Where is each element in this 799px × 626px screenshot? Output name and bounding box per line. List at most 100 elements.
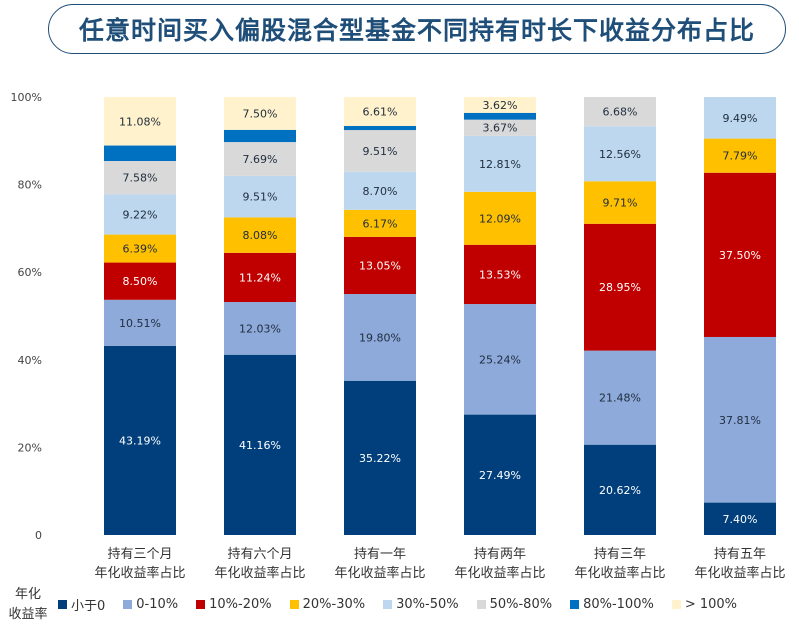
data-label: 6.61% [363, 105, 398, 118]
bar-segment [464, 191, 536, 245]
bar-segment [584, 223, 656, 351]
stacked-bar-chart: 0 20% 40% 60% 80% 100% 43.19% 10.51% 8.50% 6.39% 9… [11, 91, 786, 581]
bar-segment [224, 217, 296, 253]
bar-segment [704, 502, 776, 535]
bar-segment [104, 262, 176, 300]
bar-segment [464, 112, 536, 120]
legend-swatch [123, 600, 133, 609]
y-tick-label: 0 [35, 529, 42, 542]
y-tick-label: 100% [11, 91, 42, 104]
bar-segment [344, 97, 416, 126]
legend-label: 10%-20% [209, 597, 272, 612]
bar-segment [464, 304, 536, 415]
data-label: 37.50% [719, 249, 761, 262]
data-label: 27.49% [479, 469, 521, 482]
bar-segment [224, 175, 296, 218]
data-label: 41.16% [239, 439, 281, 452]
y-tick-label: 80% [18, 179, 42, 192]
legend-item: 50%-80% [476, 595, 552, 614]
legend-item: 0-10% [123, 595, 178, 614]
bar-segment [104, 97, 176, 146]
data-label: 8.70% [363, 185, 398, 198]
x-tick-label: 持有一年 [354, 547, 406, 562]
x-tick-label: 持有三年 [594, 547, 646, 562]
x-tick-label: 年化收益率占比 [94, 565, 185, 581]
legend-item: 20%-30% [289, 595, 366, 614]
x-tick-label: 持有三个月 [107, 547, 172, 562]
data-label: 9.51% [243, 191, 278, 204]
data-label: 3.62% [483, 99, 518, 112]
x-tick-label: 持有两年 [474, 547, 526, 562]
bar-segment [104, 145, 176, 161]
data-label: 21.48% [599, 392, 641, 405]
bar-segment [224, 354, 296, 535]
bar-segment [224, 97, 296, 130]
data-label: 28.95% [599, 281, 641, 294]
data-label: 9.51% [363, 145, 398, 158]
data-label: 6.68% [603, 106, 638, 119]
data-label: 20.62% [599, 484, 641, 497]
bar-segment [344, 130, 416, 172]
legend-item: > 100% [671, 595, 737, 614]
legend-swatch [671, 600, 681, 609]
legend-label: 20%-30% [302, 597, 366, 612]
bar-segment [464, 135, 536, 192]
y-tick-label: 20% [18, 441, 42, 454]
legend-item: 10%-20% [196, 595, 272, 614]
bar-segment [584, 350, 656, 445]
title-box: 任意时间买入偏股混合型基金不同持有时长下收益分布占比 [48, 4, 786, 54]
data-label: 8.08% [243, 229, 278, 242]
x-tick-label: 年化收益率占比 [574, 565, 665, 581]
bar-segment [104, 160, 176, 195]
bar-segment [224, 252, 296, 303]
bar-segment [344, 380, 416, 535]
data-label: 10.51% [119, 317, 161, 330]
data-label: 11.24% [239, 271, 281, 284]
legend: 年化 收益率 小于0 0-10% 10%-20% 20%-30% 30%-50% 50%-… [0, 585, 799, 625]
data-label: 19.80% [359, 331, 401, 344]
y-tick-label: 60% [18, 266, 42, 279]
bar-segment [344, 125, 416, 131]
legend-swatch [383, 600, 393, 609]
legend-label: 80%-100% [583, 597, 654, 612]
bar-segment [464, 119, 536, 136]
data-label: 12.56% [599, 148, 641, 161]
bar-segment [104, 299, 176, 346]
x-tick-label: 持有六个月 [227, 547, 292, 562]
legend-items: 小于0 0-10% 10%-20% 20%-30% 30%-50% 50%-80% 80%-… [58, 595, 755, 614]
chart-title: 任意时间买入偏股混合型基金不同持有时长下收益分布占比 [78, 16, 755, 45]
y-tick-label: 40% [18, 354, 42, 367]
bar-segment [464, 97, 536, 113]
legend-label: 小于0 [71, 599, 106, 614]
data-label: 6.17% [363, 217, 398, 230]
x-tick-label: 年化收益率占比 [454, 565, 545, 581]
bar-segment [584, 126, 656, 182]
bar-segment [104, 234, 176, 263]
data-label: 9.71% [603, 197, 638, 210]
data-label: 25.24% [479, 353, 521, 366]
bar-segment [104, 194, 176, 235]
bar-segment [704, 172, 776, 337]
data-label: 43.19% [119, 434, 161, 447]
bar-segment [464, 244, 536, 305]
data-label: 13.53% [479, 268, 521, 281]
data-label: 3.67% [483, 122, 518, 135]
legend-title-line: 年化 [14, 587, 41, 602]
legend-title: 年化 收益率 [8, 585, 48, 625]
x-tick-label: 年化收益率占比 [214, 565, 305, 581]
data-label: 7.58% [123, 172, 158, 185]
bar-segment [704, 97, 776, 139]
data-label: 8.50% [123, 275, 158, 288]
data-label: 12.09% [479, 212, 521, 225]
data-label: 35.22% [359, 452, 401, 465]
legend-swatch [289, 600, 299, 609]
bar-segment [584, 444, 656, 535]
bar-segment [344, 209, 416, 237]
bar-segment [344, 236, 416, 295]
data-label: 12.03% [239, 322, 281, 335]
legend-item: 30%-50% [383, 595, 459, 614]
legend-swatch [476, 600, 486, 609]
legend-swatch [570, 600, 580, 609]
bar-segment [584, 181, 656, 224]
bar-segment [224, 302, 296, 355]
